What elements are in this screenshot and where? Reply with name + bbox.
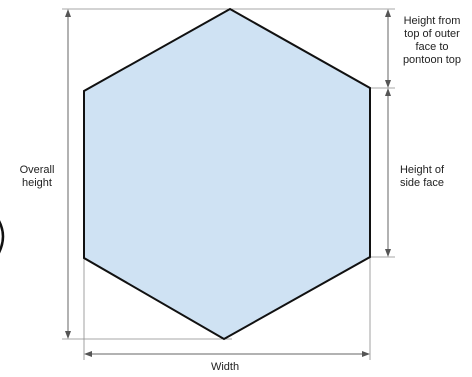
width-arrow-left xyxy=(84,351,92,357)
side-face-label-line1: Height of xyxy=(399,164,445,176)
top-to-pontoon-label: Height from top of outer face to pontoon… xyxy=(394,15,470,67)
overall-height-arrow-bottom xyxy=(65,331,71,339)
side-face-label: Height of side face xyxy=(394,164,450,190)
overall-height-label-line1: Overall xyxy=(19,164,55,176)
top-to-pontoon-arrow-bottom xyxy=(385,80,391,88)
width-arrow-right xyxy=(362,351,370,357)
top-to-pontoon-label-line4: pontoon top xyxy=(402,54,462,66)
side-face-label-line2: side face xyxy=(399,177,445,189)
top-to-pontoon-label-line3: face to xyxy=(415,41,449,53)
side-face-arrow-top xyxy=(385,88,391,96)
overall-height-label: Overall height xyxy=(12,164,62,190)
top-to-pontoon-label-line1: Height from xyxy=(403,15,461,27)
top-to-pontoon-arrow-top xyxy=(385,9,391,17)
overall-height-label-line2: height xyxy=(22,177,52,189)
top-to-pontoon-label-line2: top of outer xyxy=(404,28,460,40)
overall-height-arrow-top xyxy=(65,9,71,17)
width-label: Width xyxy=(210,361,240,373)
side-face-arrow-bottom xyxy=(385,249,391,257)
partial-arc-edge xyxy=(0,220,5,254)
hexagon-shape xyxy=(83,7,371,341)
